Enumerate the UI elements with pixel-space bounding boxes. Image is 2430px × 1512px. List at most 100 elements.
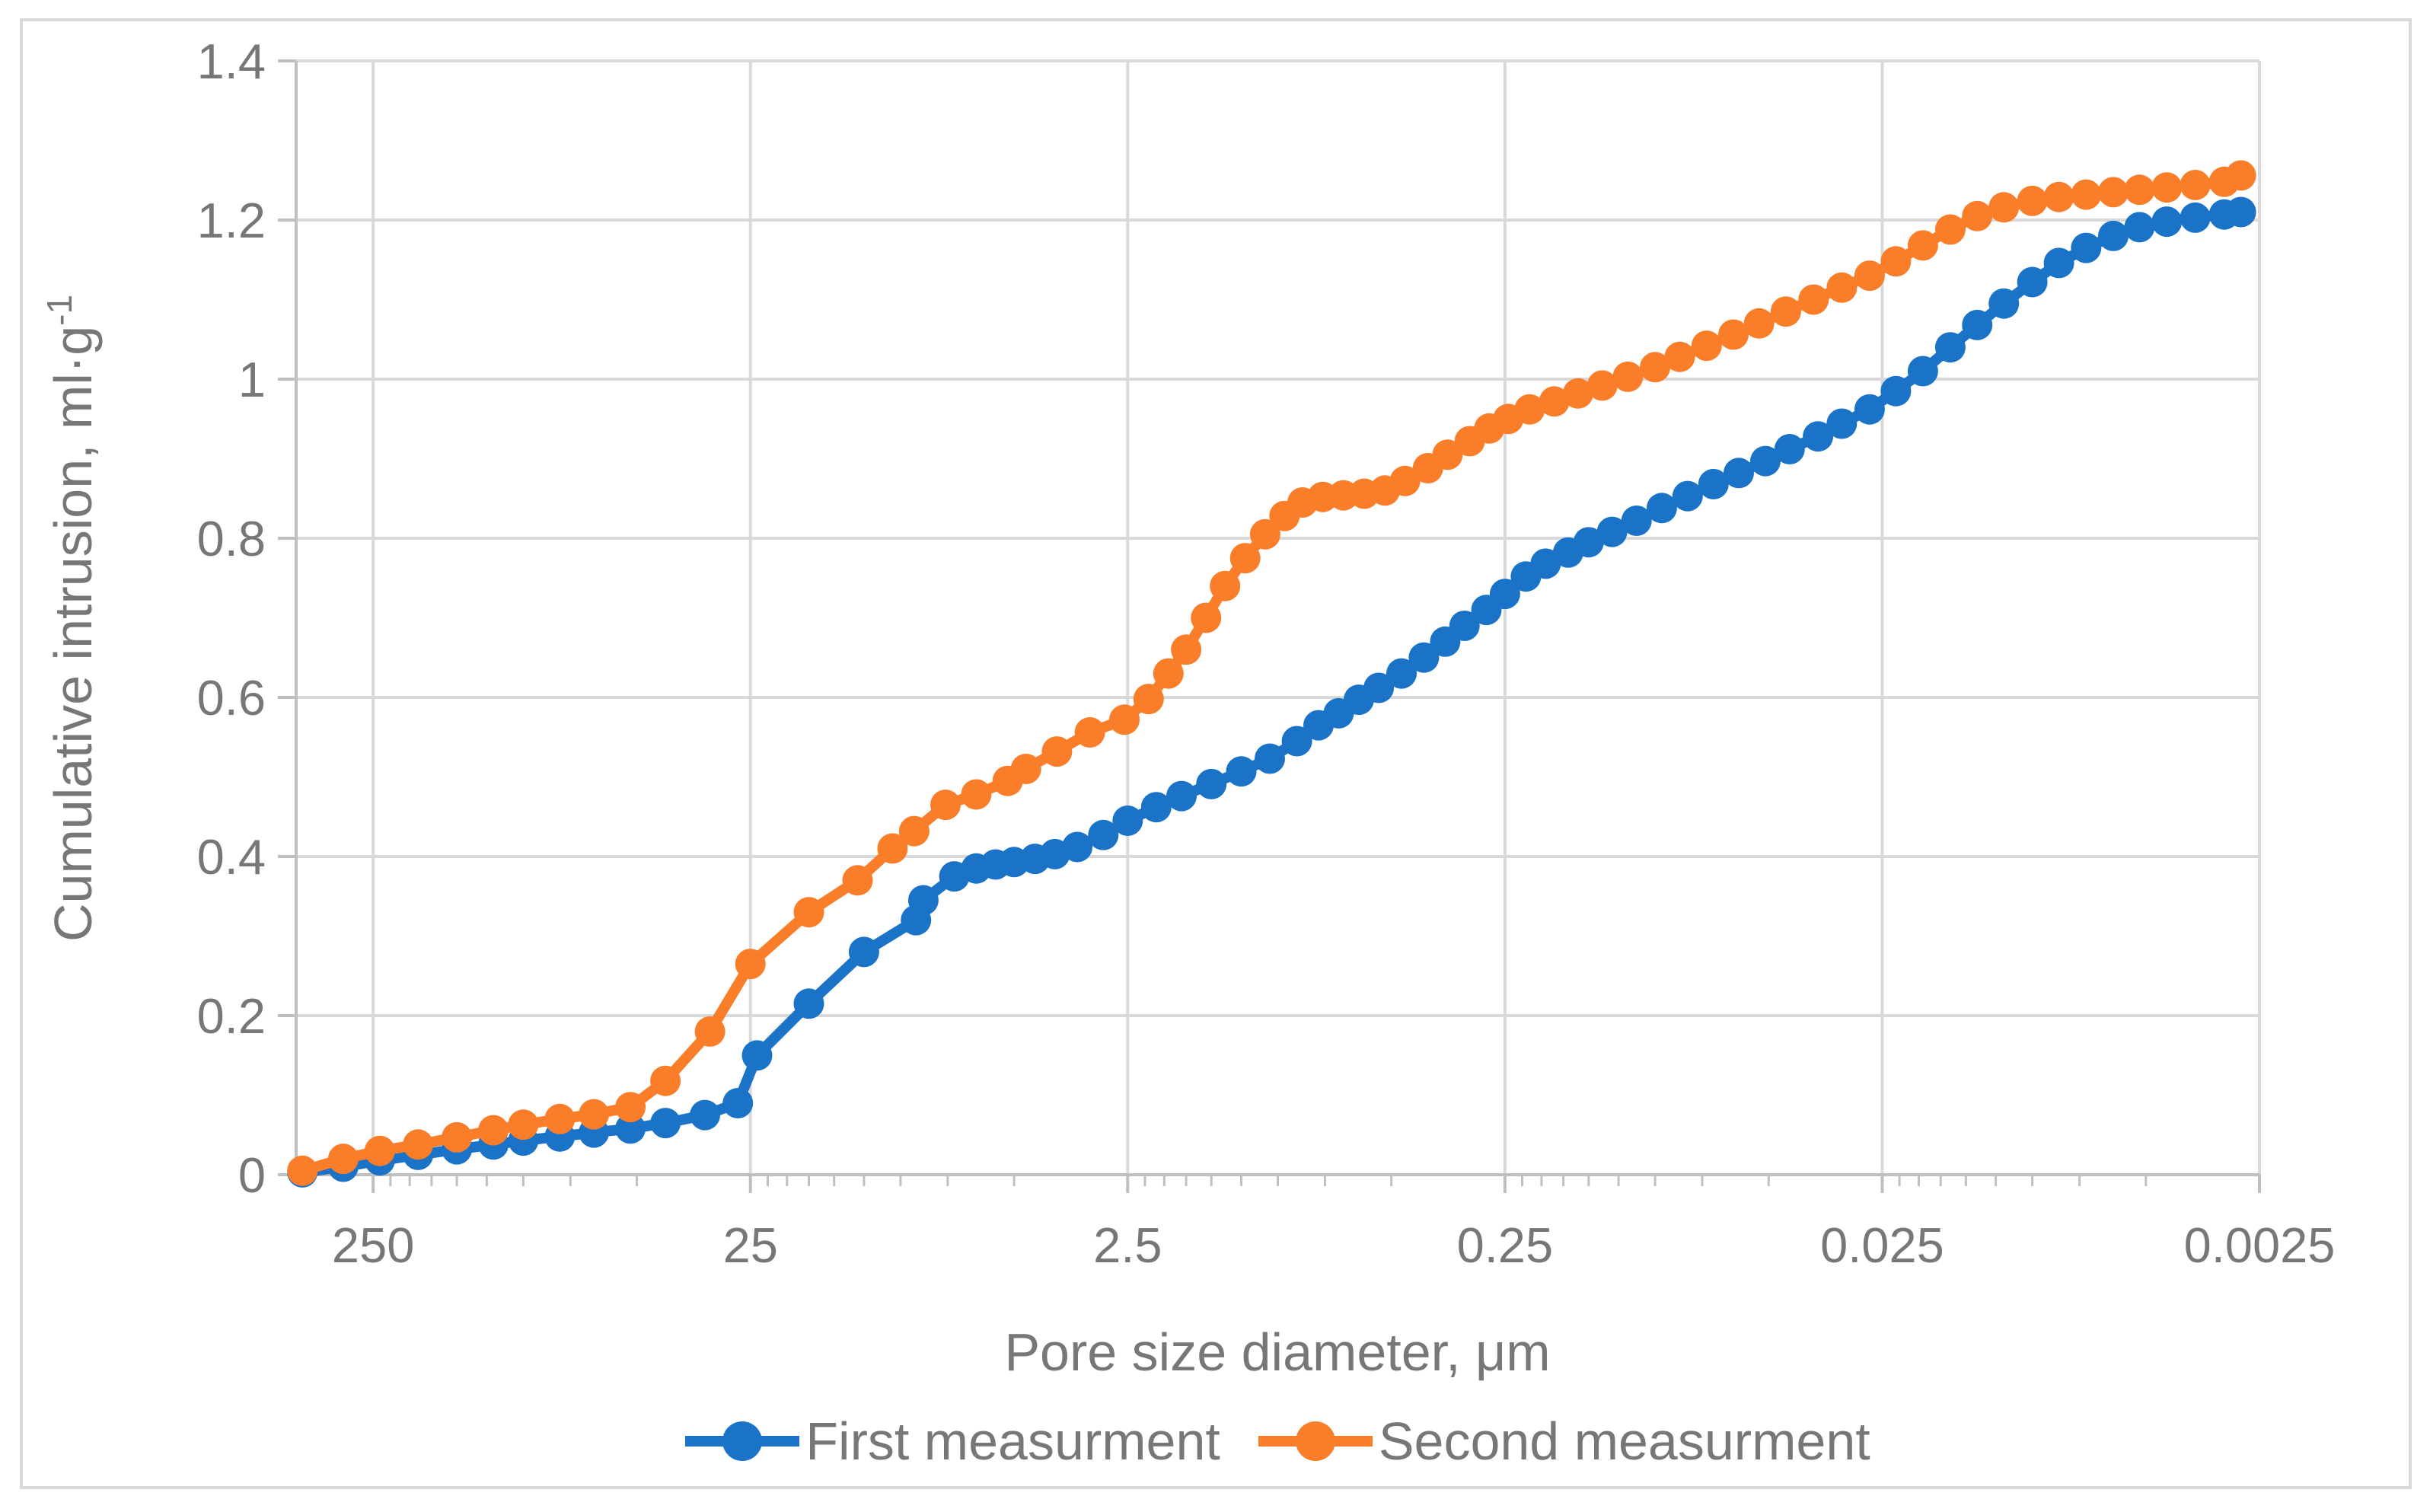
data-point [508, 1109, 539, 1140]
data-point [1743, 308, 1775, 339]
y-tick-label: 1 [238, 352, 266, 407]
data-point [544, 1103, 576, 1134]
data-point [1255, 743, 1285, 774]
data-point [2071, 232, 2102, 263]
data-point [1621, 506, 1652, 536]
data-point [1803, 421, 1834, 452]
data-point [1988, 288, 2020, 319]
data-point [1880, 375, 1912, 407]
data-point [1226, 756, 1257, 787]
series-second-measurment [287, 160, 2256, 1186]
data-point [694, 1016, 725, 1047]
data-point [2180, 202, 2211, 233]
data-point [615, 1113, 646, 1144]
data-point [793, 897, 824, 928]
data-point [1062, 831, 1093, 863]
x-tick-label: 0.025 [1820, 1217, 1944, 1273]
data-point [1088, 819, 1119, 850]
data-point [1109, 704, 1140, 735]
data-point [907, 885, 939, 916]
data-series [287, 160, 2256, 1188]
data-point [2225, 160, 2256, 191]
y-tick-label: 0.4 [197, 829, 266, 885]
data-point [1640, 352, 1671, 383]
tick-labels: 1.4 1.2 1 0.8 0.6 0.4 0.2 0 250 25 2.5 0.25 0.025 0.0… [197, 33, 2336, 1273]
data-point [2151, 206, 2183, 238]
data-point [735, 949, 766, 980]
data-point [877, 833, 908, 864]
y-tick-label: 0.2 [197, 988, 266, 1044]
data-point [793, 988, 824, 1019]
data-point [1698, 468, 1729, 499]
data-point [650, 1108, 681, 1139]
data-point [327, 1144, 359, 1175]
data-point [1539, 386, 1570, 417]
data-point [1907, 230, 1938, 261]
legend: First measurment Second measurment [296, 1407, 2259, 1475]
legend-marker-second-measurment [1258, 1421, 1373, 1461]
y-tick-label: 0.6 [197, 670, 266, 726]
data-point [1934, 214, 1966, 245]
data-point [722, 1088, 754, 1118]
x-tick-label: 2.5 [1093, 1217, 1162, 1273]
axes [278, 59, 2261, 1193]
legend-label-second-measurment: Second measurment [1378, 1412, 1870, 1471]
data-point [2043, 181, 2074, 212]
legend-label-first-measurment: First measurment [805, 1412, 1220, 1471]
data-point [1140, 792, 1172, 823]
data-point [1962, 200, 1993, 231]
data-point [1573, 527, 1604, 558]
x-tick-label: 0.0025 [2184, 1217, 2336, 1273]
x-tick-label: 0.25 [1457, 1217, 1554, 1273]
data-point [1153, 658, 1184, 689]
figure-border [20, 18, 2412, 1489]
data-point [1907, 356, 1938, 387]
data-point [1646, 493, 1677, 524]
data-point [1854, 260, 1885, 292]
data-point [1774, 434, 1805, 464]
data-point [1389, 465, 1421, 496]
y-tick-label: 0 [238, 1147, 266, 1203]
data-point [2151, 172, 2183, 203]
data-point [930, 789, 961, 821]
data-point [1934, 332, 1966, 363]
data-point [1133, 684, 1164, 715]
data-point [442, 1121, 473, 1153]
data-point [1249, 518, 1280, 550]
y-axis-title: Cumulative intrusion, ml·g-1 [40, 295, 103, 942]
data-point [2098, 220, 2129, 251]
data-point [2124, 212, 2155, 243]
data-point [1171, 634, 1202, 665]
data-point [615, 1092, 646, 1123]
data-point [1691, 330, 1722, 362]
data-point [1587, 370, 1618, 401]
data-point [1408, 642, 1440, 673]
data-point [842, 865, 873, 896]
data-point [690, 1099, 720, 1131]
gridlines [296, 59, 2261, 1175]
data-point [1750, 445, 1781, 477]
data-point [741, 1040, 773, 1071]
data-point [2225, 196, 2256, 228]
x-axis-title: Pore size diameter, μm [1004, 1322, 1550, 1382]
data-point [1281, 726, 1312, 757]
x-tick-label: 25 [723, 1217, 778, 1273]
data-point [1041, 736, 1073, 767]
data-point [1530, 548, 1561, 579]
data-point [848, 936, 879, 968]
data-point [1489, 579, 1520, 610]
data-point [2180, 170, 2211, 200]
data-point [898, 815, 930, 847]
data-point [1672, 480, 1703, 512]
data-point [1562, 378, 1593, 409]
data-point [1386, 658, 1417, 689]
data-point [1363, 672, 1395, 703]
x-tick-label: 250 [332, 1217, 414, 1273]
data-point [1718, 319, 1749, 350]
data-point [1770, 296, 1801, 327]
data-point [1988, 192, 2020, 223]
data-point [478, 1115, 509, 1146]
data-point [2043, 247, 2074, 279]
data-point [1826, 272, 1858, 303]
